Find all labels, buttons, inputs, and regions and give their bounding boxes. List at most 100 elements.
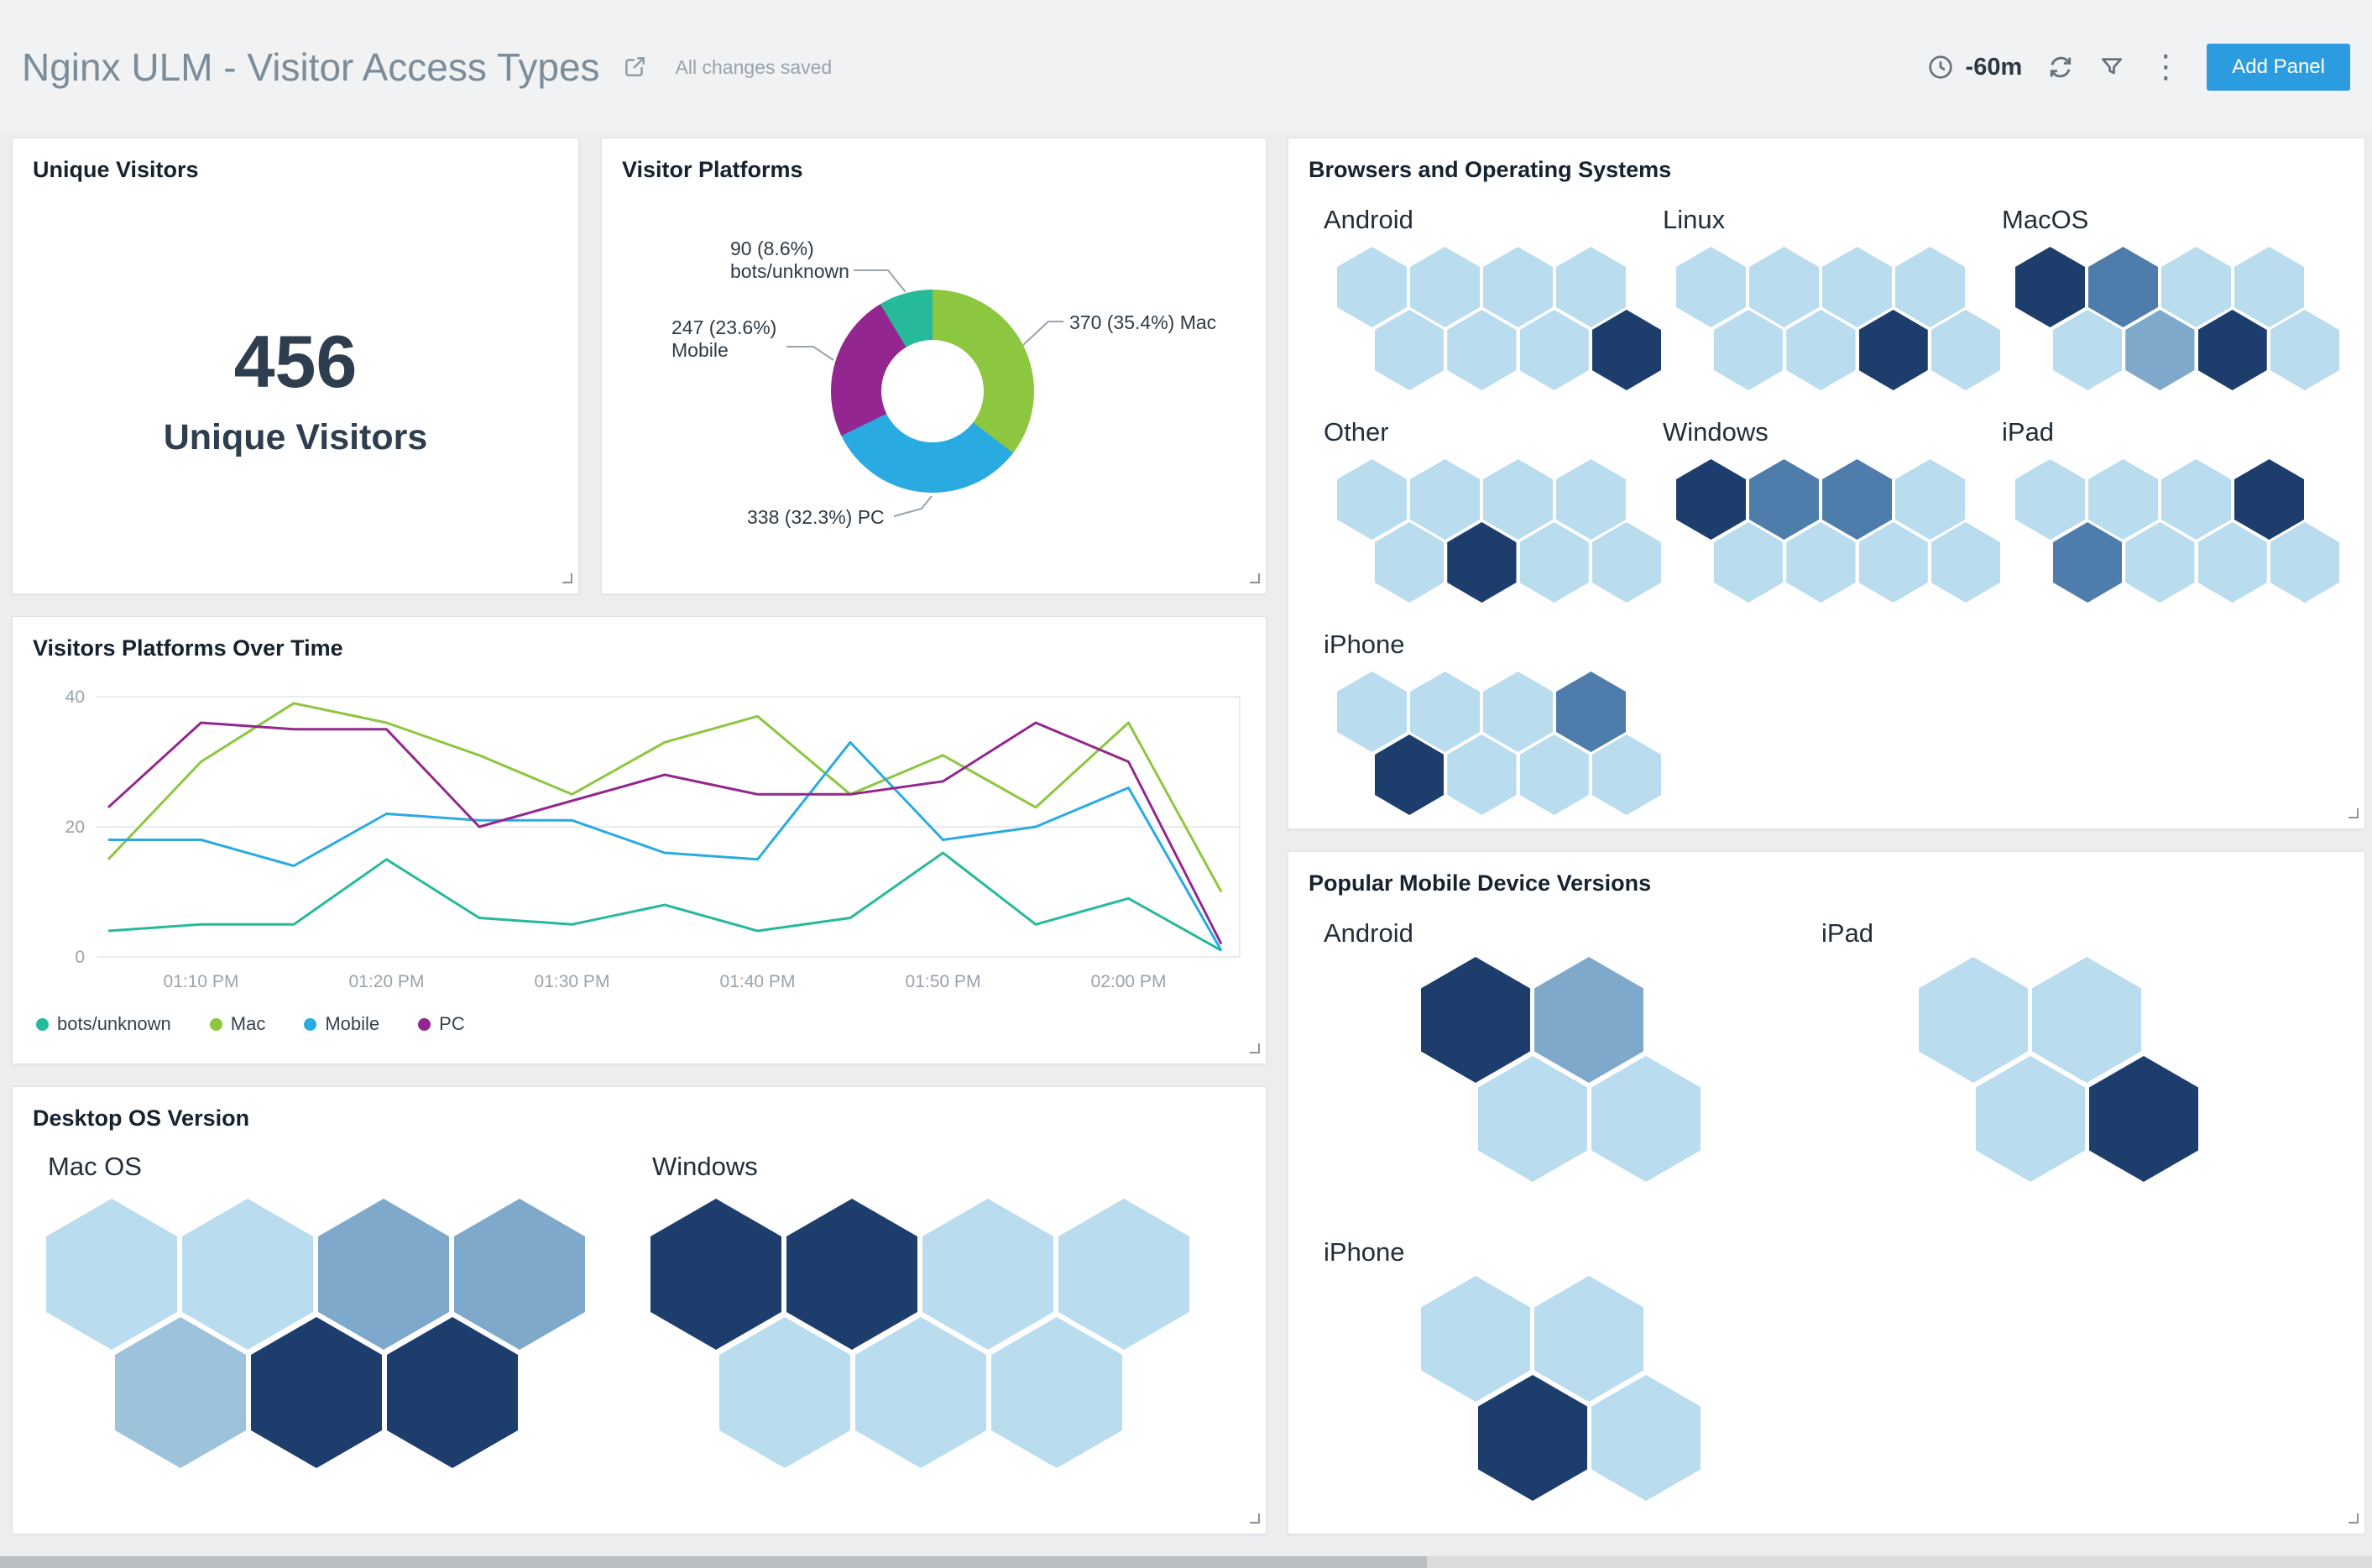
- hexagon-cell[interactable]: [1786, 522, 1856, 603]
- hexagon-cell[interactable]: [1714, 310, 1784, 390]
- series-line-pc: [107, 721, 1223, 945]
- hexagon-cell[interactable]: [2197, 310, 2267, 390]
- hexagon-cell[interactable]: [2270, 310, 2339, 390]
- save-status: All changes saved: [675, 55, 833, 78]
- hexagon-cell[interactable]: [1931, 522, 2000, 603]
- hexagon-cell[interactable]: [1976, 1056, 2085, 1182]
- legend-item-bots-unknown[interactable]: bots/unknown: [36, 1013, 171, 1035]
- hexagon-cell[interactable]: [1519, 734, 1589, 815]
- donut-chart[interactable]: [831, 290, 1034, 493]
- hexagon-cell[interactable]: [1591, 522, 1661, 603]
- hexagon-cell[interactable]: [318, 1199, 449, 1350]
- hexagon-cell[interactable]: [2053, 310, 2123, 390]
- kebab-menu-icon[interactable]: ⋮: [2150, 50, 2182, 85]
- legend-label: Mac: [230, 1013, 266, 1034]
- refresh-icon[interactable]: [2047, 54, 2074, 81]
- hexagon-cell[interactable]: [1519, 522, 1589, 603]
- hexagon-cell[interactable]: [1375, 310, 1445, 390]
- scrollbar-thumb[interactable]: [0, 1556, 1427, 1568]
- hexagon-cell[interactable]: [1519, 310, 1589, 390]
- time-range[interactable]: -60m: [1965, 53, 2023, 81]
- hexagon-cell[interactable]: [1591, 1375, 1701, 1501]
- hexagon-cell[interactable]: [1375, 522, 1445, 603]
- hexagon-cell[interactable]: [1858, 310, 1928, 390]
- panel-resize-handle[interactable]: [560, 571, 573, 588]
- legend-item-mobile[interactable]: Mobile: [304, 1013, 379, 1035]
- hexagon-cell[interactable]: [1591, 1056, 1701, 1182]
- hexagon-cell[interactable]: [1483, 459, 1553, 540]
- honeycomb-groups: Android iPad iPhone: [1288, 896, 2364, 1501]
- share-icon[interactable]: [622, 55, 647, 80]
- hexagon-cell[interactable]: [1556, 247, 1626, 327]
- hexagon-cell[interactable]: [115, 1317, 246, 1468]
- hexagon-cell[interactable]: [1447, 734, 1517, 815]
- hex-group-mac-os: Mac OS: [46, 1152, 650, 1468]
- hexagon-cell[interactable]: [251, 1317, 382, 1468]
- hexagon-cell[interactable]: [1478, 1056, 1587, 1182]
- hexagon-cell[interactable]: [1591, 734, 1661, 815]
- hexagon-cell[interactable]: [2270, 522, 2339, 603]
- svg-text:0: 0: [75, 948, 85, 967]
- panel-resize-handle[interactable]: [1247, 1511, 1261, 1529]
- line-chart[interactable]: 0 20 40 01:10 PM 01:20 PM 01:30 PM 01:40 PM 01:…: [29, 664, 1263, 1001]
- hex-cluster: [1919, 957, 2317, 1182]
- legend-item-pc[interactable]: PC: [418, 1013, 465, 1035]
- hexagon-cell[interactable]: [1410, 247, 1480, 327]
- panel-title: Desktop OS Version: [33, 1105, 250, 1131]
- hexagon-cell[interactable]: [2125, 310, 2195, 390]
- hexagon-cell[interactable]: [1375, 734, 1445, 815]
- panel-resize-handle[interactable]: [1247, 571, 1261, 588]
- hexagon-cell[interactable]: [1337, 247, 1407, 327]
- hexagon-cell[interactable]: [1556, 672, 1626, 752]
- horizontal-scrollbar[interactable]: [0, 1556, 2372, 1568]
- hexagon-cell[interactable]: [1337, 459, 1407, 540]
- hexagon-cell[interactable]: [2089, 1056, 2198, 1182]
- series-line-mobile: [108, 740, 1223, 952]
- hexagon-cell[interactable]: [1556, 459, 1626, 540]
- panel-resize-handle[interactable]: [1247, 1041, 1261, 1058]
- hexagon-cell[interactable]: [1410, 672, 1480, 752]
- hexagon-cell[interactable]: [1483, 672, 1553, 752]
- hexagon-cell[interactable]: [650, 1199, 781, 1350]
- hexagon-cell[interactable]: [855, 1317, 986, 1468]
- hexagon-cell[interactable]: [1478, 1375, 1587, 1501]
- panel-resize-handle[interactable]: [2346, 1511, 2359, 1529]
- clock-icon[interactable]: [1927, 54, 1954, 81]
- hexagon-cell[interactable]: [1447, 310, 1517, 390]
- hexagon-cell[interactable]: [454, 1199, 585, 1350]
- hex-cluster: [1337, 247, 1661, 390]
- hexagon-cell[interactable]: [1858, 522, 1928, 603]
- hexagon-cell[interactable]: [182, 1199, 313, 1350]
- hexagon-cell[interactable]: [1410, 459, 1480, 540]
- hexagon-cell[interactable]: [1337, 672, 1407, 752]
- hexagon-cell[interactable]: [1714, 522, 1784, 603]
- panel-resize-handle[interactable]: [2346, 806, 2359, 823]
- hexagon-cell[interactable]: [922, 1199, 1053, 1350]
- hex-group-label: Android: [1324, 918, 1413, 948]
- hexagon-cell[interactable]: [1447, 522, 1517, 603]
- legend-dot: [36, 1017, 49, 1031]
- hexagon-cell[interactable]: [991, 1317, 1122, 1468]
- hexagon-cell[interactable]: [2053, 522, 2123, 603]
- hexagon-cell[interactable]: [719, 1317, 850, 1468]
- hex-group-label: iPad: [1821, 918, 1874, 948]
- hex-group-label: MacOS: [2002, 205, 2089, 234]
- hexagon-cell[interactable]: [1591, 310, 1661, 390]
- hexagon-cell[interactable]: [786, 1199, 917, 1350]
- add-panel-button[interactable]: Add Panel: [2207, 44, 2350, 91]
- hexagon-cell[interactable]: [1058, 1199, 1189, 1350]
- hexagon-cell[interactable]: [2197, 522, 2267, 603]
- hexagon-cell[interactable]: [2032, 957, 2141, 1083]
- filter-icon[interactable]: [2099, 55, 2124, 80]
- hexagon-cell[interactable]: [387, 1317, 518, 1468]
- hexagon-cell[interactable]: [1919, 957, 2028, 1083]
- hexagon-cell[interactable]: [1786, 310, 1856, 390]
- chart-legend: bots/unknown Mac Mobile PC: [36, 1013, 465, 1035]
- hexagon-cell[interactable]: [1483, 247, 1553, 327]
- unique-visitors-value: 456: [233, 319, 358, 403]
- hexagon-cell[interactable]: [2125, 522, 2195, 603]
- hex-group-windows: Windows: [650, 1152, 1255, 1468]
- hexagon-cell[interactable]: [46, 1199, 177, 1350]
- legend-item-mac[interactable]: Mac: [209, 1013, 266, 1035]
- hexagon-cell[interactable]: [1931, 310, 2000, 390]
